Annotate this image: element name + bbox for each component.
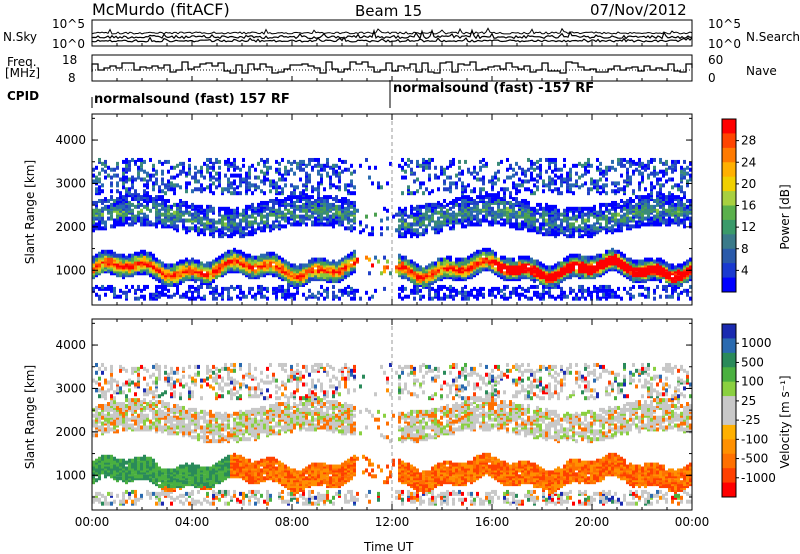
- velocity-colorbar-tick-4: -25: [741, 413, 761, 427]
- x-tick-4: 16:00: [475, 515, 510, 529]
- velocity-colorbar-tick-0: 1000: [741, 336, 772, 350]
- x-axis-label: Time UT: [364, 540, 414, 554]
- station-title: McMurdo (fitACF): [92, 0, 230, 19]
- power-colorbar-tick-3: 16: [741, 199, 756, 213]
- nsearch-trace: [91, 36, 693, 43]
- x-tick-0: 00:00: [75, 515, 110, 529]
- power-colorbar-seg-0: [722, 119, 736, 134]
- velocity-colorbar-tick-3: 25: [741, 394, 756, 408]
- x-tick-3: 12:00: [375, 515, 410, 529]
- velocity-colorbar-seg-7: [722, 424, 736, 440]
- velocity-colorbar-frame: [721, 323, 737, 498]
- power-colorbar-tick-4: 12: [741, 220, 756, 234]
- velocity-colorbar-seg-6: [722, 410, 736, 426]
- nave-tick-low: 0: [708, 71, 716, 85]
- velocity-colorbar-tick-7: -1000: [741, 471, 776, 485]
- velocity-colorbar-seg-3: [722, 367, 736, 383]
- power-colorbar-seg-9: [722, 248, 736, 264]
- velocity-colorbar-seg-4: [722, 381, 736, 397]
- velocity-ytick-1: 2000: [55, 425, 86, 439]
- velocity-ytick-0: 1000: [55, 468, 86, 482]
- nsearch-tick-low: 10^0: [708, 37, 741, 51]
- x-tick-5: 20:00: [575, 515, 610, 529]
- nsky-tick-low: 10^0: [52, 37, 85, 51]
- freq-tick-high: 18: [62, 53, 78, 67]
- cpid-label: CPID: [7, 89, 40, 103]
- cpid-segment-2: normalsound (fast) -157 RF: [393, 81, 595, 96]
- nsky-trace-upper: [91, 27, 693, 35]
- power-colorbar-seg-10: [722, 263, 736, 279]
- power-colorbar-tick-0: 28: [741, 134, 756, 148]
- velocity-ytick-3: 4000: [55, 338, 86, 352]
- velocity-colorbar-seg-0: [722, 324, 736, 339]
- velocity-colorbar-tick-2: 100: [741, 375, 764, 389]
- freq-trace: [91, 61, 693, 74]
- velocity-colorbar-seg-9: [722, 453, 736, 469]
- beam-title: Beam 15: [355, 2, 423, 20]
- nsearch-label: N.Search: [746, 30, 800, 44]
- nsky-tick-high: 10^5: [52, 17, 85, 31]
- x-tick-6: 00:00: [675, 515, 710, 529]
- nave-label: Nave: [746, 64, 777, 78]
- power-colorbar-seg-7: [722, 219, 736, 235]
- power-colorbar-tick-5: 8: [741, 242, 749, 256]
- power-colorbar-seg-1: [722, 133, 736, 149]
- power-colorbar-seg-3: [722, 162, 736, 178]
- nsky-trace: [91, 28, 693, 40]
- power-colorbar-seg-6: [722, 205, 736, 221]
- velocity-colorbar-seg-11: [722, 482, 736, 498]
- velocity-colorbar-seg-1: [722, 338, 736, 354]
- velocity-colorbar-seg-5: [722, 396, 736, 411]
- velocity-colorbar-seg-8: [722, 439, 736, 455]
- power-colorbar-tick-2: 20: [741, 177, 756, 191]
- x-tick-2: 08:00: [275, 515, 310, 529]
- power-ytick-3: 4000: [55, 133, 86, 147]
- velocity-colorbar-tick-5: -100: [741, 432, 768, 446]
- nsky-label: N.Sky: [3, 30, 38, 44]
- nsearch-tick-high: 10^5: [708, 17, 741, 31]
- velocity-ytick-2: 3000: [55, 381, 86, 395]
- power-colorbar-seg-8: [722, 234, 736, 250]
- velocity-colorbar-tick-6: -500: [741, 452, 768, 466]
- freq-unit: [MHz]: [5, 66, 41, 80]
- power-ytick-1: 2000: [55, 220, 86, 234]
- power-ytick-0: 1000: [55, 263, 86, 277]
- power-ytick-2: 3000: [55, 176, 86, 190]
- cpid-segment-1: normalsound (fast) 157 RF: [94, 92, 290, 107]
- freq-tick-low: 8: [68, 71, 76, 85]
- power-colorbar-seg-5: [722, 191, 736, 206]
- power-colorbar-seg-4: [722, 176, 736, 192]
- x-tick-1: 04:00: [175, 515, 210, 529]
- power-colorbar-tick-6: 4: [741, 263, 749, 277]
- velocity-colorbar-tick-1: 500: [741, 355, 764, 369]
- freq-label: Freq.: [7, 55, 37, 69]
- power-colorbar-seg-2: [722, 147, 736, 163]
- power-colorbar-tick-1: 24: [741, 155, 756, 169]
- date-title: 07/Nov/2012: [590, 1, 687, 19]
- velocity-colorbar-seg-2: [722, 352, 736, 368]
- velocity-colorbar-seg-10: [722, 468, 736, 484]
- nave-tick-high: 60: [708, 53, 724, 67]
- power-colorbar-seg-11: [722, 277, 736, 293]
